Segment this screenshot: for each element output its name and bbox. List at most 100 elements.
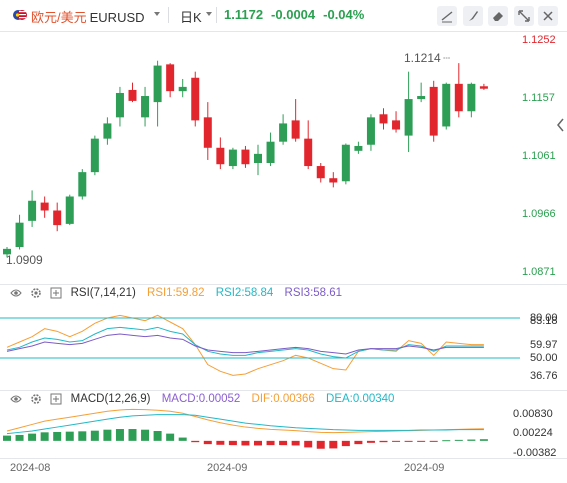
chevron-down-icon[interactable]	[206, 12, 212, 16]
price-axis-label: 1.1157	[522, 92, 555, 104]
candle	[53, 202, 62, 232]
candle-body	[90, 138, 99, 173]
macd-histogram	[3, 429, 488, 449]
candle	[429, 80, 438, 142]
gear-icon[interactable]	[30, 287, 42, 299]
candle-body	[53, 210, 62, 226]
macd-dea-line	[6, 414, 484, 435]
low-price-label: 1.0909	[6, 253, 43, 267]
macd-bar	[40, 432, 49, 441]
candle	[354, 141, 363, 154]
macd-bar	[128, 429, 137, 441]
rsi-axis-label: 59.97	[530, 338, 558, 351]
candle	[166, 63, 175, 98]
macd-bar	[354, 440, 363, 445]
macd-bar	[429, 440, 438, 442]
fullscreen-button[interactable]	[514, 6, 534, 26]
candle	[203, 102, 212, 160]
eye-icon[interactable]	[10, 393, 22, 405]
macd-bar	[279, 440, 288, 446]
period-label: 日K	[180, 10, 202, 25]
candle	[279, 114, 288, 145]
rsi-chart[interactable]	[0, 300, 567, 392]
macd-bar	[203, 440, 212, 445]
candle-body	[166, 64, 175, 92]
rsi-axis-label: 83.18	[530, 314, 558, 327]
candle-body	[254, 153, 262, 164]
candle	[341, 143, 350, 185]
macd-bar	[241, 440, 250, 446]
symbol-selector[interactable]: 欧元/美元 EURUSD	[31, 7, 145, 26]
candle-body	[153, 65, 162, 103]
time-axis-label: 2024-08	[10, 462, 51, 474]
candle-body	[442, 83, 451, 127]
draw-line-button[interactable]	[437, 6, 457, 26]
candle	[178, 78, 187, 98]
brush-button[interactable]	[463, 6, 483, 26]
axis-divider	[0, 458, 567, 459]
chart-toolbar: 欧元/美元 EURUSD 日K 1.1172 -0.0004 -0.04%	[0, 0, 567, 32]
candle-body	[279, 123, 288, 142]
candle-body	[178, 86, 187, 92]
candle-series	[3, 60, 488, 258]
close-button[interactable]	[538, 6, 558, 26]
macd-chart[interactable]	[0, 406, 567, 458]
candle	[454, 63, 463, 118]
candle	[442, 82, 451, 130]
candle	[392, 111, 401, 133]
candle	[291, 99, 300, 142]
macd-bar	[78, 431, 87, 441]
candle-body	[3, 248, 11, 255]
macd-bar	[28, 433, 37, 441]
rsi1-value: RSI1:59.82	[147, 287, 205, 299]
candle-body	[417, 96, 426, 100]
candle	[304, 120, 313, 170]
period-selector[interactable]: 日K	[180, 7, 202, 26]
candle-body	[28, 200, 37, 221]
candle	[103, 117, 112, 145]
candle-body	[65, 196, 74, 224]
us-eu-flag-icon	[13, 10, 27, 20]
macd-bar	[15, 434, 24, 441]
candle	[417, 82, 426, 103]
macd-bar	[166, 433, 175, 441]
macd-axis-label: -0.00382	[513, 447, 557, 460]
rsi-axis-label: 50.00	[530, 352, 558, 364]
candle-body	[216, 147, 225, 165]
price-change: -0.0004	[271, 7, 316, 22]
candle	[366, 114, 375, 151]
fullscreen-icon	[518, 10, 530, 22]
eye-icon[interactable]	[10, 287, 22, 299]
candle-body	[78, 172, 87, 197]
add-indicator-icon[interactable]	[50, 393, 62, 405]
candlestick-chart[interactable]	[0, 32, 567, 284]
price-axis-label: 1.1061	[522, 150, 556, 162]
chevron-down-icon[interactable]	[154, 12, 160, 16]
candle	[78, 169, 87, 200]
candle	[479, 83, 488, 90]
candle	[329, 172, 338, 188]
symbol-name-cn: 欧元/美元	[31, 10, 87, 25]
macd-bar	[53, 431, 62, 441]
candle-body	[479, 86, 488, 89]
time-axis-label: 2024-09	[404, 462, 445, 474]
macd-bar	[141, 429, 150, 441]
candle-body	[366, 117, 375, 145]
add-indicator-icon[interactable]	[50, 287, 62, 299]
macd-bar	[3, 435, 11, 441]
macd-bar	[254, 440, 262, 446]
macd-bar	[65, 431, 74, 441]
eraser-button[interactable]	[488, 6, 508, 26]
collapse-side-button[interactable]	[553, 114, 567, 136]
candle-body	[392, 120, 401, 130]
candle	[153, 60, 162, 127]
macd-bar	[291, 440, 300, 446]
candle	[90, 135, 99, 176]
price-change-pct: -0.04%	[323, 7, 365, 22]
dif-value: DIF:0.00366	[251, 393, 315, 405]
macd-bar	[341, 440, 350, 447]
dea-value: DEA:0.00340	[326, 393, 395, 405]
macd-title: MACD(12,26,9)	[70, 393, 151, 405]
candle	[467, 82, 476, 118]
gear-icon[interactable]	[30, 393, 42, 405]
